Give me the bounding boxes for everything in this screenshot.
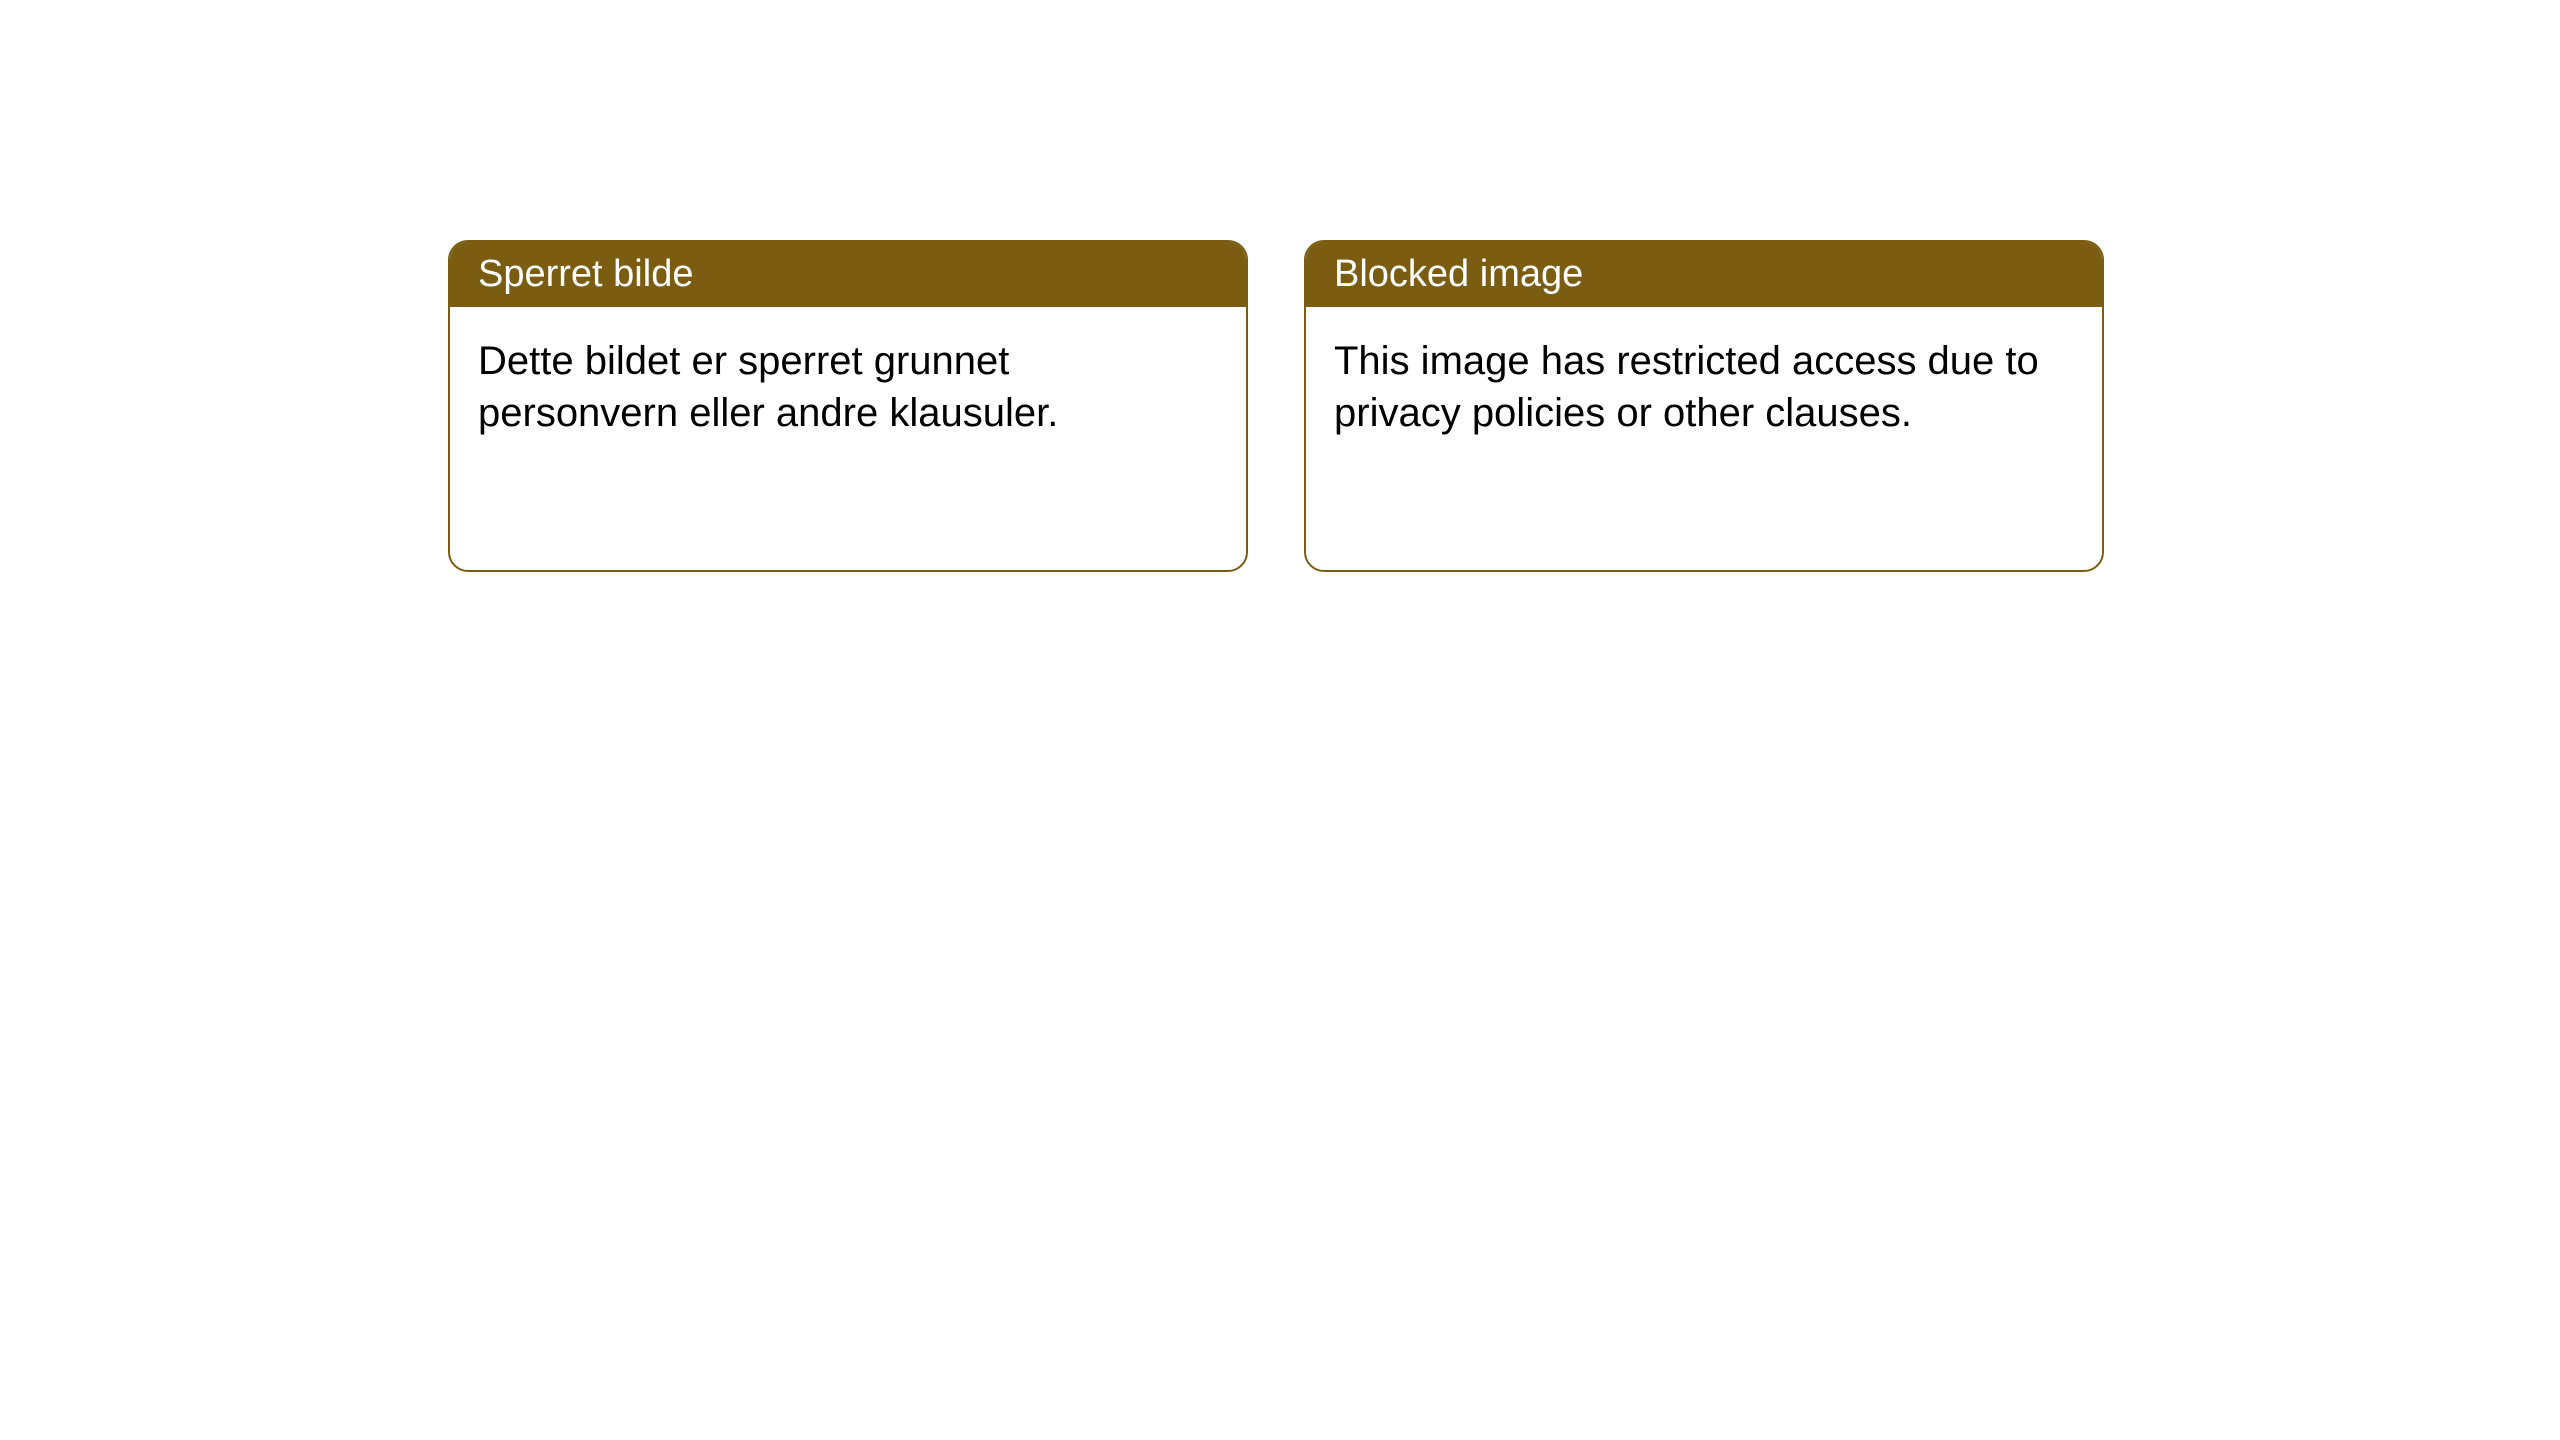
notice-header: Sperret bilde <box>450 242 1246 307</box>
notice-card-norwegian: Sperret bilde Dette bildet er sperret gr… <box>448 240 1248 572</box>
notice-header: Blocked image <box>1306 242 2102 307</box>
notice-container: Sperret bilde Dette bildet er sperret gr… <box>0 0 2560 572</box>
notice-card-english: Blocked image This image has restricted … <box>1304 240 2104 572</box>
notice-body: Dette bildet er sperret grunnet personve… <box>450 307 1246 467</box>
notice-body: This image has restricted access due to … <box>1306 307 2102 467</box>
